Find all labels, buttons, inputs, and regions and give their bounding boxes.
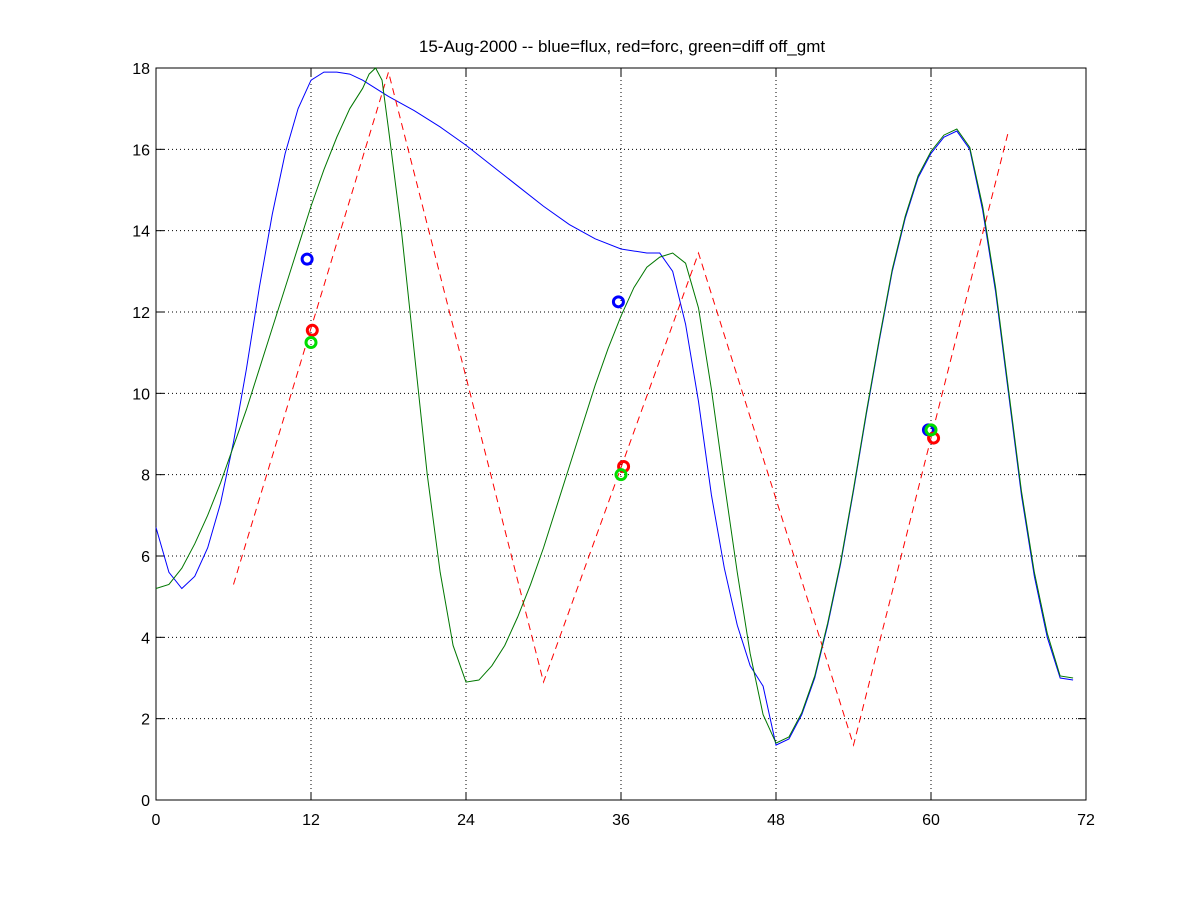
forc-series-line (233, 70, 1009, 747)
circle-marker (614, 468, 628, 482)
y-tick-label: 4 (141, 630, 150, 647)
y-tick-label: 6 (141, 549, 150, 566)
plot-frame (155, 67, 1087, 801)
chart-title: 15-Aug-2000 -- blue=flux, red=forc, gree… (419, 37, 825, 56)
grid-lines (156, 68, 1086, 800)
y-tick-label: 2 (141, 712, 150, 729)
x-tick-label: 24 (457, 812, 475, 829)
x-tick-label: 48 (767, 812, 785, 829)
y-tick-label: 12 (132, 305, 150, 322)
circle-marker (300, 252, 314, 266)
circle-marker (305, 323, 319, 337)
x-tick-label: 0 (152, 812, 161, 829)
circle-marker (304, 336, 318, 349)
y-tick-label: 16 (132, 142, 150, 159)
y-tick-label: 18 (132, 61, 150, 78)
y-tick-label: 14 (132, 224, 150, 241)
markers (300, 252, 941, 482)
x-tick-label: 72 (1077, 812, 1095, 829)
diff-series-line (155, 67, 1074, 744)
y-tick-label: 10 (132, 386, 150, 403)
x-tick-label: 12 (302, 812, 320, 829)
circle-marker (611, 295, 625, 309)
y-tick-label: 8 (141, 468, 150, 485)
flux-series-line (155, 71, 1074, 746)
x-tick-label: 36 (612, 812, 630, 829)
circle-marker (924, 423, 938, 437)
y-tick-label: 0 (141, 793, 150, 810)
x-tick-label: 60 (922, 812, 940, 829)
series-lines (155, 67, 1074, 747)
